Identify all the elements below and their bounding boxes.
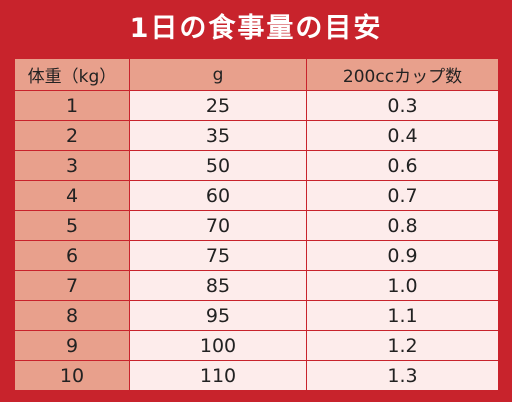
cell-cups: 1.0 (306, 270, 499, 301)
table-row: 3 50 0.6 (14, 150, 499, 181)
feeding-table: 体重（kg） g 200ccカップ数 1 25 0.3 2 35 0.4 3 5… (14, 58, 499, 391)
table-row: 7 85 1.0 (14, 270, 499, 301)
table-row: 5 70 0.8 (14, 210, 499, 241)
cell-weight: 8 (14, 300, 130, 331)
cell-weight: 4 (14, 180, 130, 211)
cell-grams: 25 (129, 90, 307, 121)
table-row: 8 95 1.1 (14, 300, 499, 331)
cell-cups: 1.3 (306, 360, 499, 391)
table-row: 2 35 0.4 (14, 120, 499, 151)
cell-grams: 70 (129, 210, 307, 241)
cell-grams: 85 (129, 270, 307, 301)
table-row: 10 110 1.3 (14, 360, 499, 391)
cell-weight: 3 (14, 150, 130, 181)
table-row: 6 75 0.9 (14, 240, 499, 271)
cell-grams: 35 (129, 120, 307, 151)
header-cups: 200ccカップ数 (306, 58, 499, 91)
cell-cups: 0.4 (306, 120, 499, 151)
cell-cups: 0.7 (306, 180, 499, 211)
header-weight: 体重（kg） (14, 58, 130, 91)
page-title: 1日の食事量の目安 (129, 13, 383, 44)
cell-weight: 9 (14, 330, 130, 361)
cell-weight: 5 (14, 210, 130, 241)
cell-cups: 1.1 (306, 300, 499, 331)
cell-weight: 6 (14, 240, 130, 271)
cell-cups: 0.3 (306, 90, 499, 121)
table-row: 1 25 0.3 (14, 90, 499, 121)
table-row: 9 100 1.2 (14, 330, 499, 361)
cell-cups: 1.2 (306, 330, 499, 361)
table-header-row: 体重（kg） g 200ccカップ数 (14, 58, 499, 91)
cell-grams: 60 (129, 180, 307, 211)
header-grams: g (129, 58, 307, 91)
cell-grams: 50 (129, 150, 307, 181)
cell-cups: 0.9 (306, 240, 499, 271)
cell-cups: 0.6 (306, 150, 499, 181)
cell-weight: 2 (14, 120, 130, 151)
cell-weight: 1 (14, 90, 130, 121)
cell-weight: 7 (14, 270, 130, 301)
cell-grams: 110 (129, 360, 307, 391)
cell-grams: 75 (129, 240, 307, 271)
cell-grams: 100 (129, 330, 307, 361)
cell-grams: 95 (129, 300, 307, 331)
cell-cups: 0.8 (306, 210, 499, 241)
cell-weight: 10 (14, 360, 130, 391)
table-row: 4 60 0.7 (14, 180, 499, 211)
